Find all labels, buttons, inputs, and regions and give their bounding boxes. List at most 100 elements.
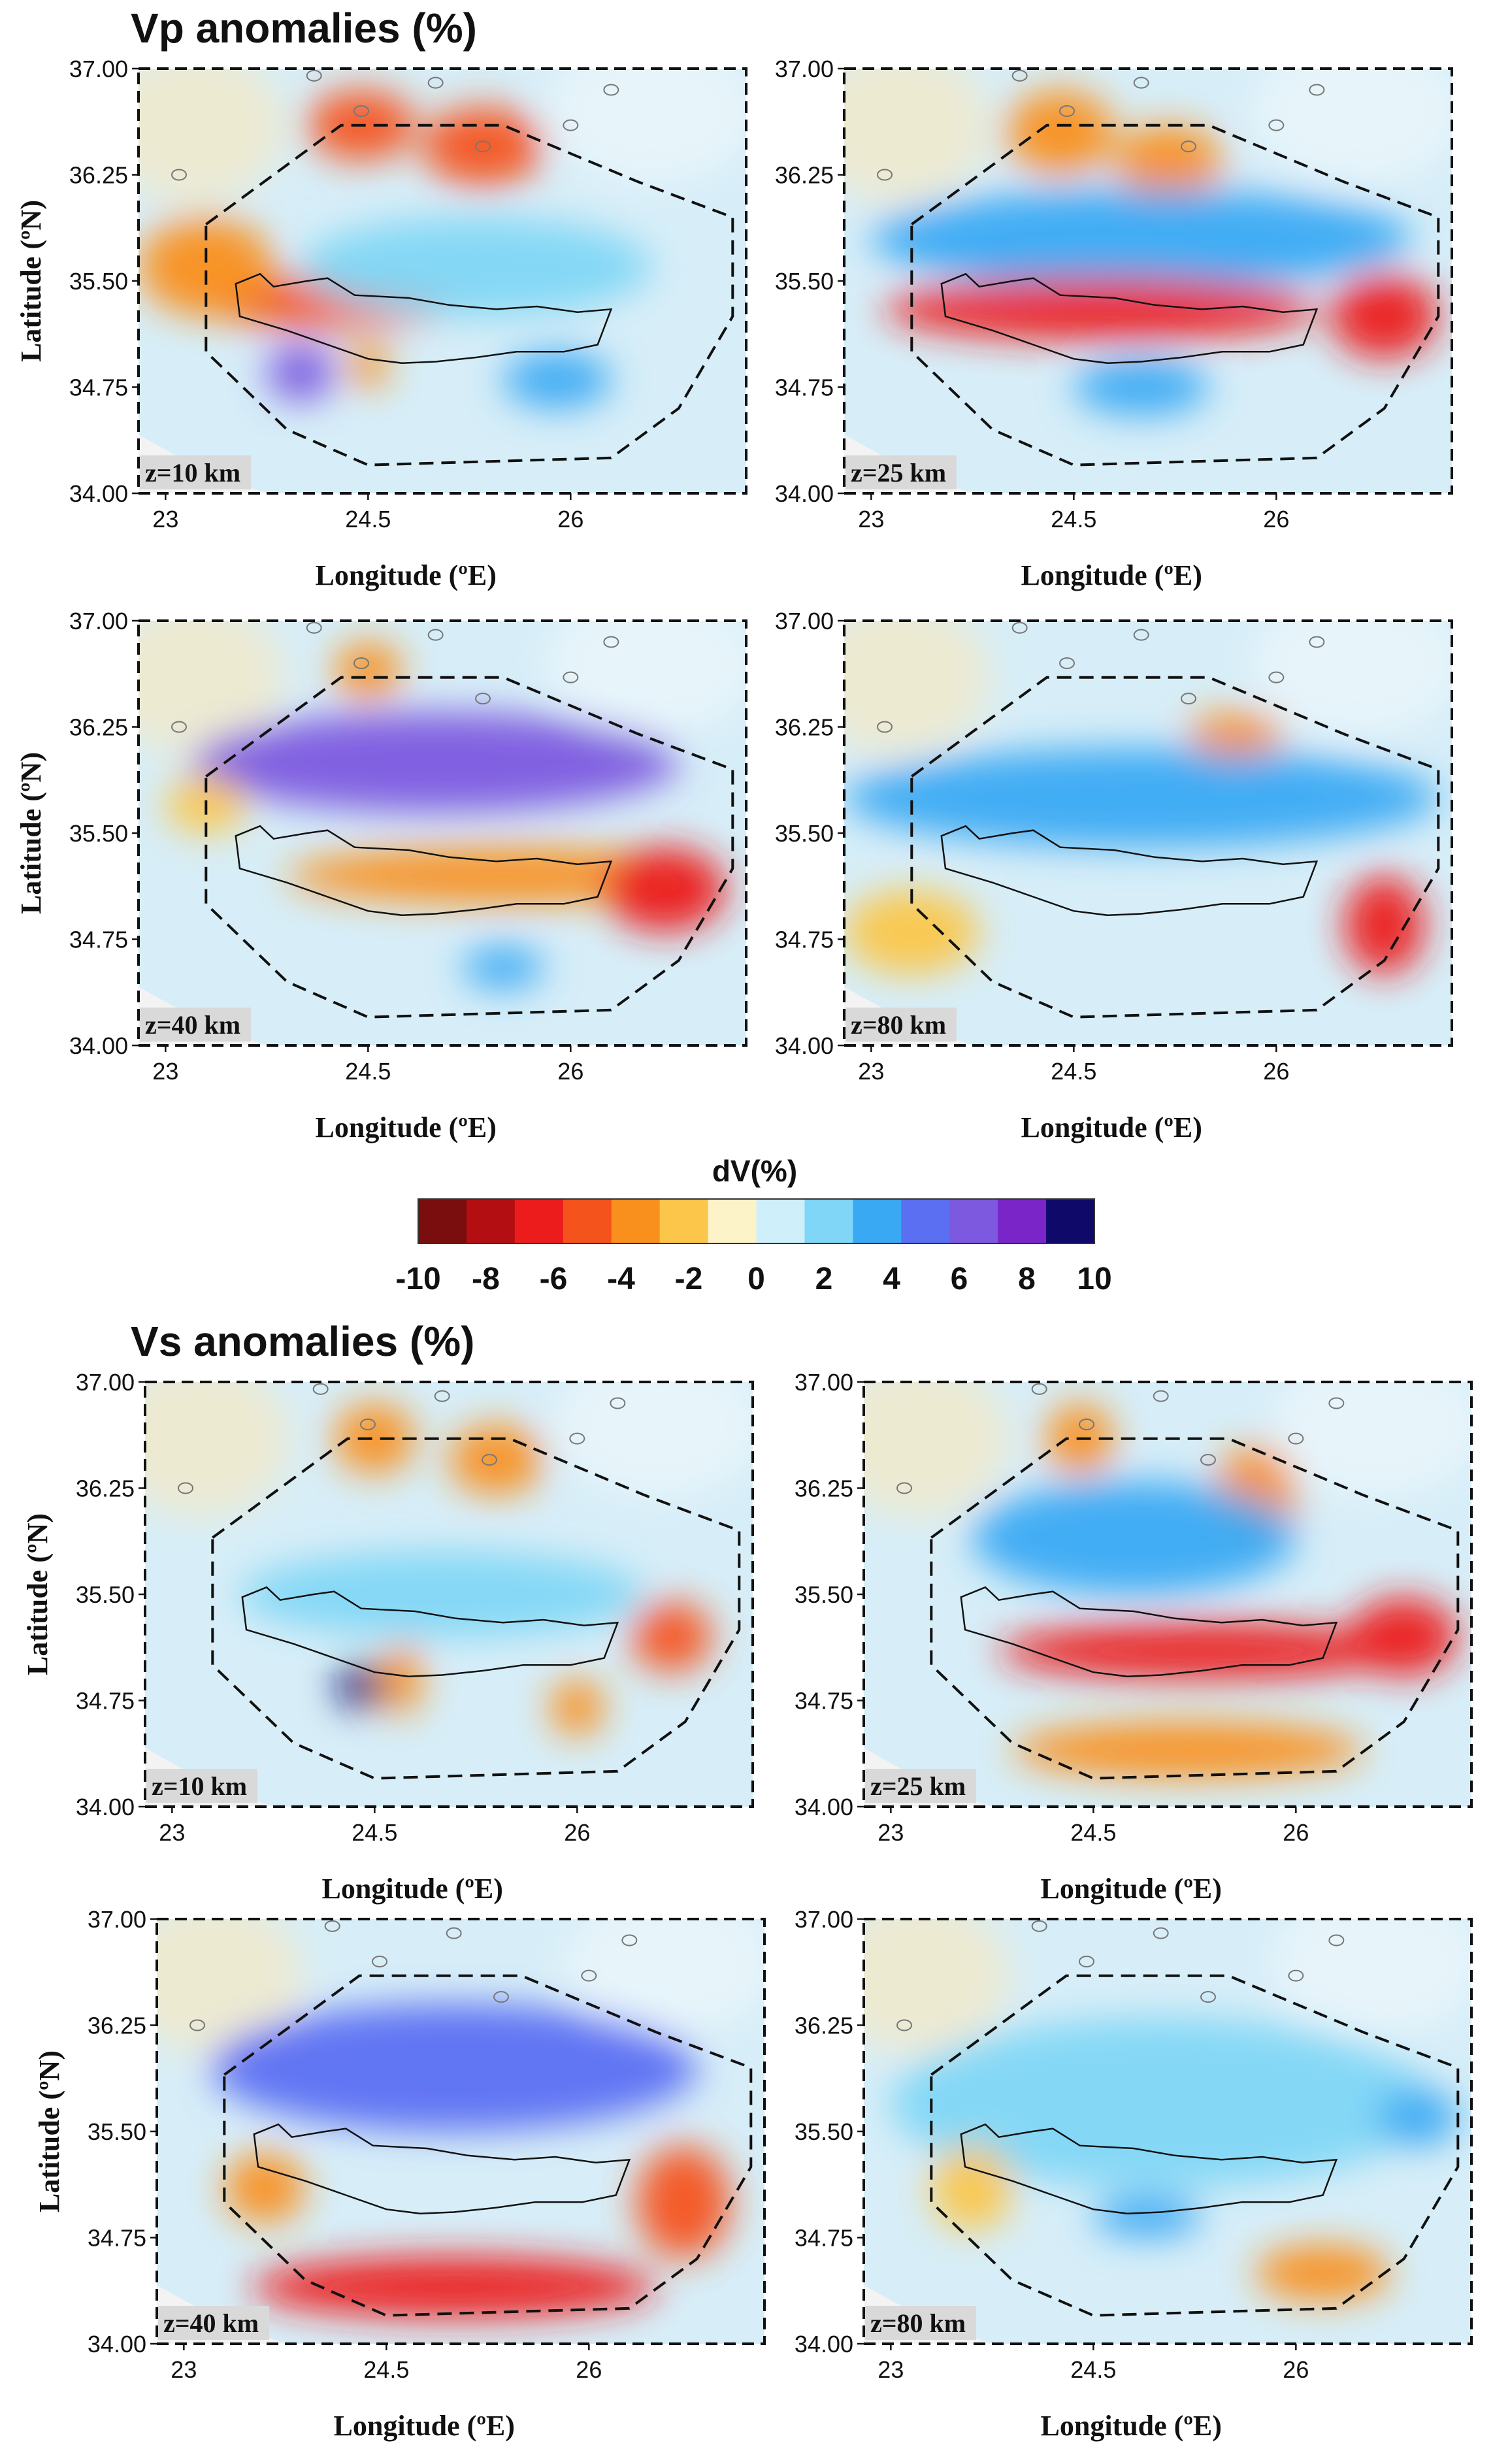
x-tick-label: 26 (1283, 2356, 1309, 2383)
background-anomaly (1253, 621, 1452, 735)
map-panel: z=10 km 37.00 36.25 35.50 34.75 34.00 23 24.5 26… (15, 56, 747, 591)
x-tick-label: 24.5 (1070, 2356, 1116, 2383)
anomaly-field (139, 69, 746, 493)
velocity-anomaly (885, 278, 1317, 340)
island-outline (493, 1991, 509, 2003)
y-tick-label: 36.25 (775, 714, 834, 741)
background-anomaly (864, 1919, 1009, 2054)
crete-coastline (960, 1586, 1338, 1677)
crete-coastline (940, 272, 1319, 364)
island-outline (482, 1454, 497, 1466)
velocity-anomaly (210, 2004, 697, 2131)
colorbar: dV(%) -10 -8 -6 -4 -2 0 2 4 6 8 10 (395, 1154, 1111, 1296)
colorbar-cell (708, 1199, 757, 1243)
velocity-anomaly (139, 217, 274, 317)
velocity-anomaly (348, 344, 389, 387)
x-axis-label: Longitude (ºE) (334, 2410, 515, 2442)
island-outline (1309, 636, 1325, 648)
y-tick-label: 34.75 (775, 374, 834, 401)
x-tick-label: 23 (171, 2356, 197, 2383)
colorbar-cell (418, 1199, 467, 1243)
map-panel: z=80 km 37.00 36.25 35.50 34.75 34.00 23 24.5 26… (795, 1906, 1473, 2442)
island-outline (171, 169, 187, 181)
x-tick-label: 23 (878, 1819, 904, 1846)
island-outline (427, 629, 444, 641)
y-tick-label: 36.25 (775, 162, 834, 189)
y-tick-label: 37.00 (775, 608, 834, 634)
background-anomaly (1272, 1382, 1471, 1496)
island-outline (1181, 140, 1196, 153)
map-panel: z=80 km 37.00 36.25 35.50 34.75 34.00 23 24.5 26… (775, 608, 1453, 1143)
velocity-anomaly (1006, 90, 1115, 175)
island-outline (603, 636, 619, 648)
crete-coastline (960, 2123, 1338, 2214)
y-tick-label: 35.50 (775, 268, 834, 295)
velocity-anomaly (931, 2145, 1013, 2231)
island-outline (324, 1920, 340, 1932)
y-tick-label: 35.50 (795, 1581, 853, 1608)
velocity-anomaly (550, 1679, 604, 1736)
depth-label: z=25 km (851, 458, 946, 487)
island-outline (353, 105, 369, 117)
map-panel: z=25 km 37.00 36.25 35.50 34.75 34.00 23 24.5 26… (775, 56, 1453, 591)
island-outline (434, 1390, 450, 1402)
colorbar-cell (659, 1199, 709, 1243)
velocity-anomaly (301, 217, 652, 317)
depth-label: z=10 km (152, 1771, 247, 1801)
colorbar-cell (563, 1199, 612, 1243)
island-outline (1011, 69, 1028, 82)
y-tick-label: 34.00 (795, 2331, 853, 2357)
island-outline (1079, 1419, 1094, 1430)
y-tick-label: 35.50 (88, 2118, 146, 2145)
x-axis-label: Longitude (ºE) (1041, 2410, 1222, 2442)
y-tick-label: 34.00 (775, 480, 834, 507)
island-outline (171, 721, 187, 733)
depth-label-box (845, 455, 957, 489)
colorbar-cells (418, 1198, 1095, 1244)
colorbar-tick-label: 8 (1018, 1262, 1036, 1296)
y-tick-label: 34.00 (88, 2331, 146, 2357)
y-tick-label: 34.75 (88, 2225, 146, 2252)
x-tick-label: 24.5 (352, 1819, 397, 1846)
background-anomaly (547, 69, 746, 183)
velocity-anomaly (224, 2152, 306, 2224)
colorbar-cell (853, 1199, 902, 1243)
colorbar-cell (998, 1199, 1047, 1243)
velocity-anomaly (503, 352, 612, 409)
x-axis-label: Longitude (ºE) (1021, 1111, 1202, 1143)
island-outline (877, 721, 893, 733)
velocity-anomaly (998, 1622, 1404, 1680)
y-tick-label: 37.00 (775, 56, 834, 82)
y-tick-label: 34.75 (795, 2225, 853, 2252)
colorbar-cell (611, 1199, 661, 1243)
colorbar-ticks: -10 -8 -6 -4 -2 0 2 4 6 8 10 (395, 1262, 1111, 1296)
background-anomaly (145, 1382, 291, 1517)
colorbar-tick-label: -2 (675, 1262, 703, 1296)
x-tick-label: 24.5 (1070, 1819, 1116, 1846)
island-outline (1011, 621, 1028, 634)
y-tick-label: 36.25 (795, 1475, 853, 1502)
velocity-anomaly (251, 2256, 657, 2318)
anomaly-field (844, 69, 1452, 493)
velocity-anomaly (844, 889, 979, 975)
colorbar-label: dV(%) (712, 1154, 797, 1188)
x-tick-label: 26 (557, 1058, 583, 1085)
x-axis-label: Longitude (ºE) (322, 1873, 503, 1905)
island-outline (306, 69, 322, 82)
depth-label: z=80 km (870, 2308, 966, 2338)
y-tick-label: 34.00 (795, 1794, 853, 1820)
island-outline (896, 1482, 912, 1494)
y-tick-label: 34.00 (775, 1032, 834, 1059)
colorbar-tick-label: 6 (951, 1262, 968, 1296)
depth-label-box (865, 1769, 976, 1803)
colorbar-tick-label: 10 (1077, 1262, 1111, 1296)
anomaly-field (844, 621, 1452, 1045)
island-outline (1268, 671, 1285, 683)
depth-label: z=40 km (163, 2308, 259, 2338)
crete-coastline (940, 825, 1319, 916)
crete-coastline (235, 825, 613, 916)
y-tick-label: 37.00 (88, 1906, 146, 1933)
background-anomaly (1253, 69, 1452, 183)
y-tick-label: 37.00 (76, 1369, 135, 1396)
